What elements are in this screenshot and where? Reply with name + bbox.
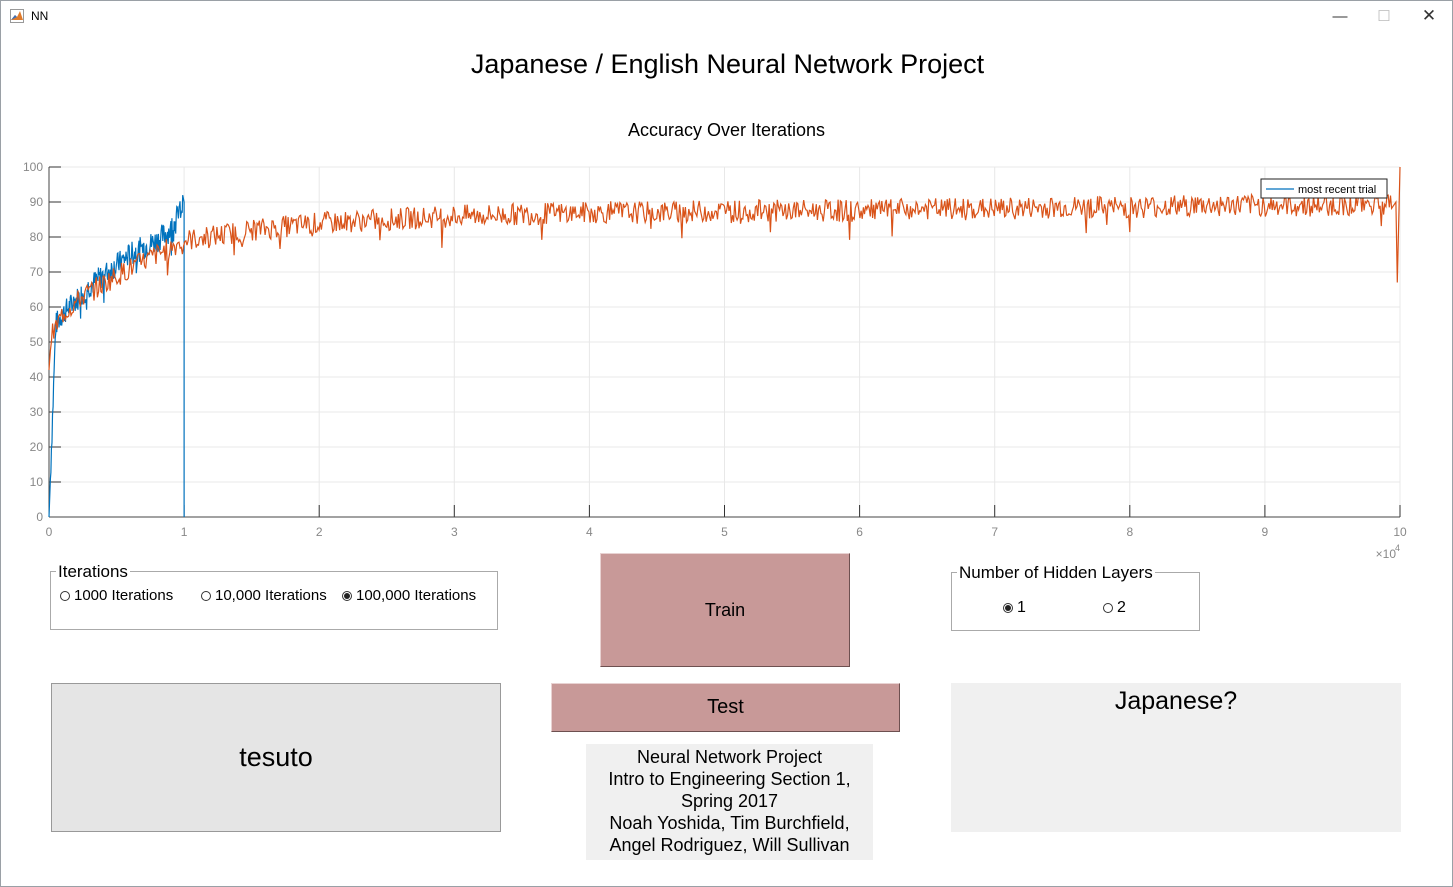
input-word-display: tesuto [51, 683, 501, 832]
iterations-label: Iterations [56, 562, 130, 582]
y-tick-label: 50 [30, 335, 44, 349]
radio-1000-iterations[interactable]: 1000 Iterations [60, 587, 173, 604]
iterations-group: Iterations 1000 Iterations 10,000 Iterat… [50, 562, 498, 630]
result-display: Japanese? [951, 683, 1401, 832]
legend-box [1260, 178, 1388, 199]
y-tick-label: 0 [36, 510, 43, 524]
x-tick-label: 10 [1393, 525, 1407, 539]
x-tick-label: 6 [856, 525, 863, 539]
y-tick-label: 100 [23, 160, 43, 174]
radio-selected-icon [342, 590, 352, 601]
train-button[interactable]: Train [600, 553, 850, 667]
y-tick-label: 20 [30, 440, 44, 454]
radio-label: 10,000 Iterations [215, 587, 327, 604]
series-line-previous-trial [48, 166, 1401, 371]
y-tick-label: 80 [30, 230, 44, 244]
x-exponent-power: 4 [1395, 543, 1400, 553]
matlab-icon [10, 9, 24, 23]
hidden-layers-label: Number of Hidden Layers [957, 563, 1155, 583]
y-tick-label: 30 [30, 405, 44, 419]
credits-text: Neural Network Project Intro to Engineer… [586, 744, 873, 860]
y-tick-label: 10 [30, 475, 44, 489]
radio-10000-iterations[interactable]: 10,000 Iterations [201, 587, 327, 604]
x-tick-label: 1 [181, 525, 188, 539]
y-tick-label: 70 [30, 265, 44, 279]
maximize-icon[interactable]: ☐ [1377, 8, 1391, 25]
x-tick-label: 2 [316, 525, 323, 539]
x-tick-label: 3 [451, 525, 458, 539]
radio-label: 2 [1117, 599, 1126, 616]
credits-line: Angel Rodriguez, Will Sullivan [609, 835, 850, 855]
y-tick-label: 60 [30, 300, 44, 314]
x-tick-label: 0 [46, 525, 53, 539]
y-tick-label: 40 [30, 370, 44, 384]
minimize-icon[interactable]: — [1332, 7, 1348, 25]
chart-title: Accuracy Over Iterations [628, 120, 825, 140]
radio-label: 100,000 Iterations [356, 587, 477, 604]
close-icon[interactable]: ✕ [1421, 6, 1437, 25]
credits-line: Neural Network Project [636, 747, 823, 767]
radio-circle-icon [201, 590, 211, 601]
radio-circle-icon [1103, 603, 1113, 613]
radio-label: 1 [1017, 599, 1026, 616]
legend-label: most recent trial [1298, 184, 1376, 196]
x-tick-label: 8 [1126, 525, 1133, 539]
credits-line: Intro to Engineering Section 1, [608, 769, 851, 789]
x-tick-label: 5 [721, 525, 728, 539]
test-button[interactable]: Test [551, 683, 900, 732]
radio-selected-icon [1003, 603, 1013, 613]
y-tick-label: 90 [30, 195, 44, 209]
radio-hidden-layers-1[interactable]: 1 [1003, 599, 1026, 617]
x-tick-label: 4 [586, 525, 593, 539]
title-bar[interactable]: NN — ☐ ✕ [1, 1, 1452, 31]
window-title: NN [31, 9, 49, 23]
hidden-layers-group: Number of Hidden Layers 1 2 [951, 563, 1200, 631]
radio-label: 1000 Iterations [74, 587, 174, 604]
radio-100000-iterations[interactable]: 100,000 Iterations [342, 587, 476, 604]
x-tick-label: 9 [1262, 525, 1269, 539]
credits-line: Spring 2017 [680, 791, 779, 811]
x-exponent-label: ×10 [1376, 547, 1397, 561]
radio-hidden-layers-2[interactable]: 2 [1103, 599, 1126, 617]
page-title: Japanese / English Neural Network Projec… [470, 49, 985, 79]
credits-line: Noah Yoshida, Tim Burchfield, [609, 813, 850, 833]
x-tick-label: 7 [991, 525, 998, 539]
radio-circle-icon [60, 590, 70, 601]
series-line-most-recent-trial [48, 194, 185, 518]
